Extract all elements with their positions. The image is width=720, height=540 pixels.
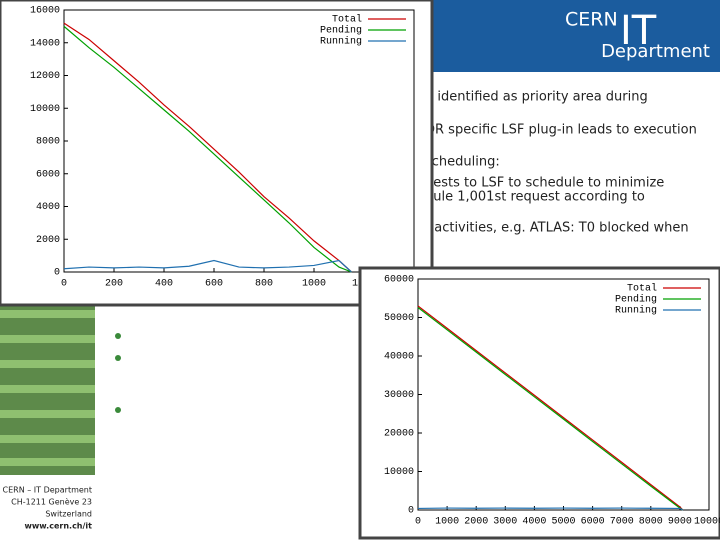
- footer-text: www.cern.ch/it: [25, 522, 93, 531]
- bullet: [115, 333, 121, 339]
- x-tick-label: 2000: [464, 517, 488, 528]
- server-image: [0, 300, 95, 475]
- x-tick-label: 4000: [522, 517, 546, 528]
- y-tick-label: 10000: [30, 104, 60, 115]
- x-tick-label: 1000: [435, 517, 459, 528]
- legend-label: Pending: [615, 294, 657, 306]
- x-tick-label: 600: [205, 279, 223, 290]
- x-tick-label: 10000: [694, 517, 720, 528]
- legend-label: Running: [320, 36, 362, 48]
- y-tick-label: 16000: [30, 6, 60, 17]
- series-line: [417, 305, 684, 511]
- legend-label: Running: [615, 305, 657, 317]
- y-tick-label: 6000: [36, 169, 60, 180]
- x-tick-label: 9000: [668, 517, 692, 528]
- header-bar: [430, 0, 720, 72]
- x-tick-label: 200: [105, 279, 123, 290]
- y-tick-label: 10000: [384, 467, 414, 478]
- header-org: CERN: [565, 9, 618, 31]
- x-tick-label: 7000: [610, 517, 634, 528]
- y-tick-label: 0: [54, 268, 60, 279]
- x-tick-label: 800: [255, 279, 273, 290]
- legend-label: Pending: [320, 25, 362, 37]
- body-text: d identified as priority area during: [425, 90, 648, 105]
- legend-label: Total: [627, 283, 657, 295]
- y-tick-label: 4000: [36, 202, 60, 213]
- y-tick-label: 2000: [36, 235, 60, 246]
- x-tick-label: 1000: [302, 279, 326, 290]
- y-tick-label: 30000: [384, 390, 414, 401]
- x-tick-label: 0: [61, 279, 67, 290]
- series-line: [63, 22, 352, 273]
- header-dept: Department: [601, 41, 710, 62]
- series-line: [417, 507, 684, 511]
- body-text: uests to LSF to schedule to minimize: [425, 176, 664, 191]
- series-line: [63, 25, 352, 273]
- body-text: scheduling:: [425, 155, 500, 170]
- y-tick-label: 14000: [30, 38, 60, 49]
- x-tick-label: 8000: [639, 517, 663, 528]
- x-tick-label: 400: [155, 279, 173, 290]
- footer-text: CERN – IT Department: [3, 486, 92, 495]
- body-text: t activities, e.g. ATLAS: T0 blocked whe…: [425, 221, 689, 236]
- series-line: [63, 259, 352, 273]
- chart: 0 10000 20000 30000 40000 50000 60000 0 1000 2000…: [358, 266, 720, 540]
- x-tick-label: 3000: [493, 517, 517, 528]
- bullet: [115, 407, 121, 413]
- y-tick-label: 50000: [384, 313, 414, 324]
- x-tick-label: 0: [415, 517, 421, 528]
- chart-window: [0, 0, 434, 307]
- footer-text: Switzerland: [45, 510, 92, 519]
- y-tick-label: 60000: [384, 275, 414, 286]
- x-tick-label: 6000: [581, 517, 605, 528]
- header-unit: IT: [620, 8, 657, 54]
- y-tick-label: 12000: [30, 71, 60, 82]
- footer-text: CH-1211 Genève 23: [11, 497, 92, 507]
- chart: 0 2000 4000 6000 8000 10000 12000 14000 16000 0 20…: [0, 0, 434, 307]
- legend-label: Total: [332, 14, 362, 26]
- y-tick-label: 8000: [36, 137, 60, 148]
- y-tick-label: 40000: [384, 352, 414, 363]
- bullet: [115, 355, 121, 361]
- body-text: dule 1,001st request according to: [425, 190, 645, 205]
- y-tick-label: 20000: [384, 429, 414, 440]
- series-line: [417, 307, 684, 511]
- y-tick-label: 0: [408, 506, 414, 517]
- body-text: DR specific LSF plug-in leads to executi…: [425, 123, 697, 138]
- x-tick-label: 5000: [551, 517, 575, 528]
